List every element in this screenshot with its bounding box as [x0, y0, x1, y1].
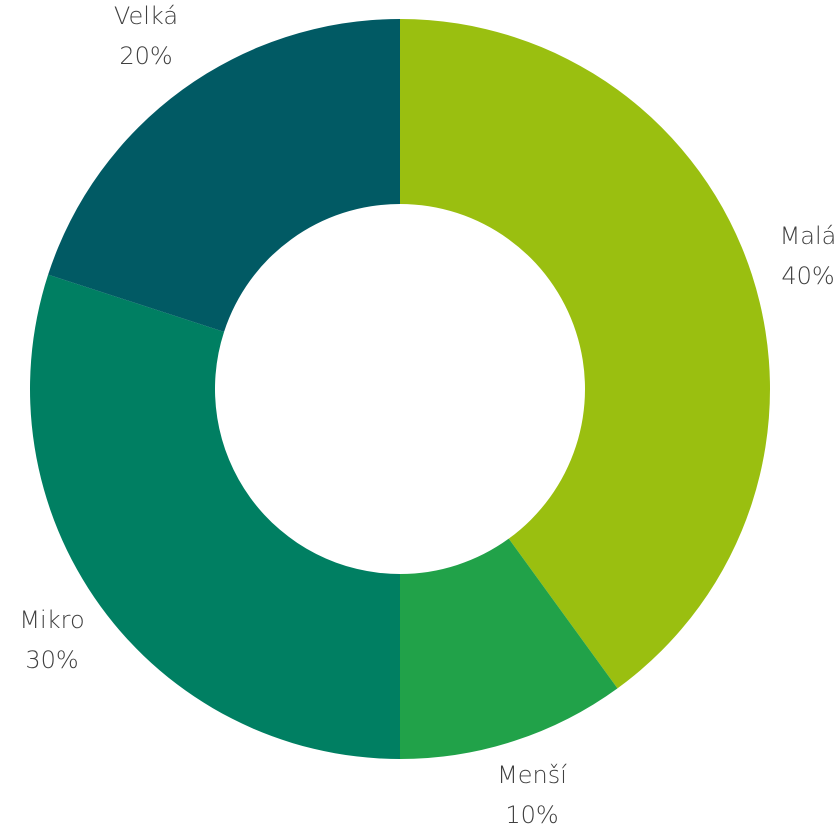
slice-name-label: Malá: [780, 222, 837, 250]
slice-value-label: 10%: [505, 801, 558, 829]
slice-menší: [400, 538, 618, 759]
slice-mikro: [29, 274, 400, 759]
slice-name-label: Menší: [497, 761, 567, 789]
slice-name-label: Mikro: [19, 606, 84, 634]
slice-malá: [400, 19, 771, 689]
slice-name-label: Velká: [114, 2, 178, 30]
slice-labels: Malá 40% Menší 10% Mikro 30% Velká 20%: [19, 2, 836, 829]
slice-value-label: 40%: [781, 262, 834, 290]
slice-velká: [48, 18, 400, 332]
slice-value-label: 20%: [119, 42, 172, 70]
slice-value-label: 30%: [25, 646, 78, 674]
slices: [29, 18, 771, 759]
